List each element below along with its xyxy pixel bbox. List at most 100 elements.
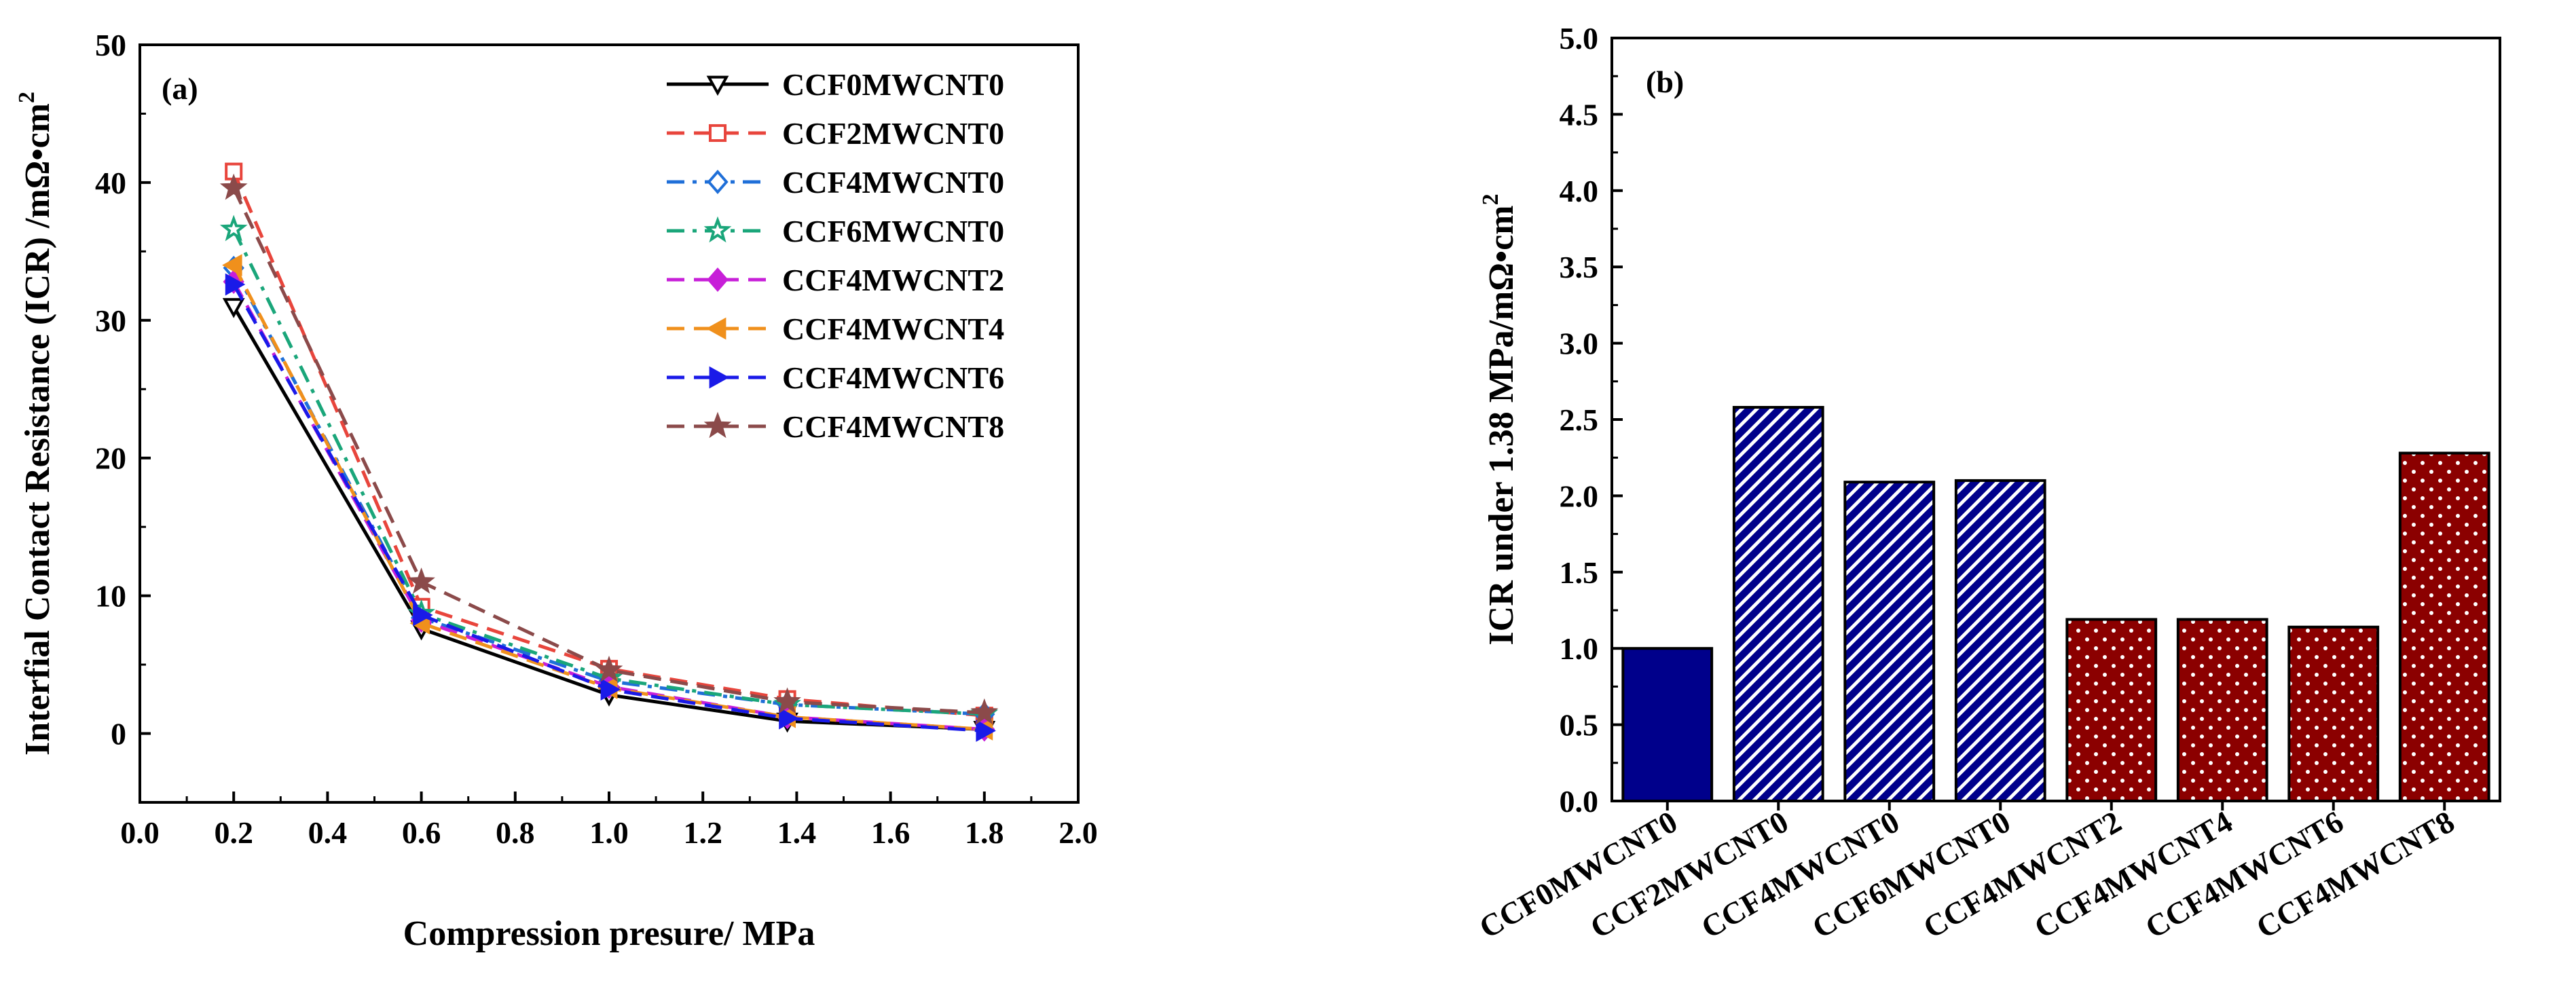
y-tick-label: 30: [95, 303, 126, 338]
y-tick-label: 10: [95, 579, 126, 614]
y-tick-label: 0.0: [1560, 784, 1599, 819]
panel-a-label: (a): [162, 71, 198, 106]
line-chart-y-axis-label-sup: 2: [14, 92, 39, 103]
legend-item: CCF4MWCNT2: [667, 263, 1004, 297]
data-point: [709, 366, 730, 389]
bar-chart-bars: [1621, 406, 2490, 803]
line-chart-y-axis-label-text: Interfial Contact Resistance (ICR) /mΩ•c…: [18, 103, 57, 756]
data-point: [705, 317, 726, 340]
bar: [1954, 479, 2046, 802]
data-point: [600, 678, 621, 701]
bar: [1621, 647, 1714, 803]
bar-chart-frame: [1611, 37, 2501, 802]
data-point: [703, 411, 732, 439]
x-tick-label: CCF4MWCNT8: [2250, 804, 2460, 945]
bar: [2176, 618, 2268, 802]
data-point: [707, 170, 729, 194]
legend-item: CCF6MWCNT0: [667, 214, 1004, 248]
line-chart-panel: 0.0 0.2 0.4 0.6 0.8 1.0 1.2 1.4 1.6 1.8 2.0 0 10 20 30…: [14, 28, 1098, 953]
panel-b-label: (b): [1646, 64, 1684, 99]
data-point: [219, 215, 248, 242]
line-chart-series: [219, 162, 999, 742]
y-tick-label: 3.5: [1560, 250, 1599, 284]
legend-label: CCF4MWCNT0: [782, 165, 1004, 200]
bar-chart-y-axis-label: ICR under 1.38 MPa/mΩ•cm2: [1478, 193, 1521, 645]
x-tick-label: 0.4: [308, 815, 348, 850]
line-chart-axes: 0.0 0.2 0.4 0.6 0.8 1.0 1.2 1.4 1.6 1.8 2.0 0 10 20 30…: [95, 28, 1098, 850]
legend-item: CCF4MWCNT6: [667, 360, 1004, 395]
series-line: [232, 170, 985, 718]
y-tick-label: 0: [111, 717, 126, 751]
x-tick-label: CCF4MWCNT4: [2028, 804, 2238, 945]
legend-label: CCF4MWCNT6: [782, 360, 1004, 395]
y-tick-label: 3.0: [1560, 327, 1599, 361]
legend-item: CCF4MWCNT0: [667, 165, 1004, 200]
data-point: [708, 124, 727, 143]
x-tick-label: CCF0MWCNT0: [1473, 804, 1683, 945]
bar: [2398, 451, 2490, 802]
x-tick-label: CCF2MWCNT0: [1584, 804, 1794, 945]
bar-chart-y-axis-label-text: ICR under 1.38 MPa/mΩ•cm: [1482, 205, 1521, 645]
bar-chart-panel: 0.0 0.5 1.0 1.5 2.0 2.5 3.0 3.5 4.0 4.5 5.0 CCF0MWC…: [1473, 21, 2501, 945]
y-tick-label: 40: [95, 166, 126, 200]
y-tick-label: 4.5: [1560, 97, 1599, 132]
data-point: [222, 298, 245, 318]
x-tick-label: CCF6MWCNT0: [1806, 804, 2016, 945]
line-chart-y-axis-label: Interfial Contact Resistance (ICR) /mΩ•c…: [14, 92, 57, 756]
line-chart-legend: CCF0MWCNT0 CCF2MWCNT0 CCF4MWCNT0 CCF6MWCNT0…: [667, 67, 1004, 444]
x-tick-label: 0.8: [496, 815, 535, 850]
x-tick-label: 0.0: [120, 815, 160, 850]
legend-item: CCF0MWCNT0: [667, 67, 1004, 102]
series-line: [232, 267, 985, 716]
y-tick-label: 50: [95, 28, 126, 62]
legend-label: CCF0MWCNT0: [782, 67, 1004, 102]
data-point: [773, 687, 801, 714]
line-chart-frame: [139, 43, 1080, 804]
legend-item: CCF4MWCNT8: [667, 409, 1004, 444]
y-tick-label: 2.5: [1560, 403, 1599, 437]
series: [219, 173, 999, 725]
x-tick-label: CCF4MWCNT6: [2139, 804, 2349, 945]
bar-chart-y-axis-label-sup: 2: [1478, 193, 1503, 205]
data-point: [225, 273, 246, 296]
data-point: [407, 567, 435, 594]
x-tick-label: 1.2: [683, 815, 722, 850]
x-tick-label: CCF4MWCNT0: [1695, 804, 1905, 945]
legend-item: CCF4MWCNT4: [667, 312, 1004, 346]
series-line: [232, 228, 985, 716]
y-tick-label: 4.0: [1560, 174, 1599, 208]
line-chart-x-axis-label: Compression presure/ MPa: [403, 914, 815, 953]
x-tick-label: 1.0: [589, 815, 629, 850]
bar: [2287, 625, 2380, 803]
legend-label: CCF4MWCNT8: [782, 409, 1004, 444]
data-point: [703, 216, 732, 243]
data-point: [976, 720, 996, 742]
data-point: [707, 267, 729, 292]
bar: [1732, 406, 1824, 802]
x-tick-label: 0.6: [402, 815, 441, 850]
data-point: [706, 75, 729, 96]
x-tick-label: 1.6: [871, 815, 910, 850]
legend-label: CCF2MWCNT0: [782, 116, 1004, 151]
legend-label: CCF4MWCNT2: [782, 263, 1004, 297]
data-point: [970, 698, 999, 725]
x-tick-label: CCF4MWCNT2: [1917, 804, 2127, 945]
bar: [1843, 481, 1936, 803]
y-tick-label: 20: [95, 441, 126, 476]
legend-label: CCF4MWCNT4: [782, 312, 1004, 346]
x-tick-label: 2.0: [1059, 815, 1098, 850]
data-point: [222, 254, 242, 277]
x-tick-label: 0.2: [214, 815, 253, 850]
y-tick-label: 1.5: [1560, 555, 1599, 590]
legend-item: CCF2MWCNT0: [667, 116, 1004, 151]
data-point: [779, 707, 799, 730]
data-point: [219, 173, 248, 200]
bar: [2065, 618, 2158, 802]
y-tick-label: 5.0: [1560, 21, 1599, 56]
y-tick-label: 2.0: [1560, 479, 1599, 513]
legend-label: CCF6MWCNT0: [782, 214, 1004, 248]
x-tick-label: 1.4: [777, 815, 817, 850]
y-tick-label: 0.5: [1560, 708, 1599, 743]
series: [225, 273, 996, 742]
